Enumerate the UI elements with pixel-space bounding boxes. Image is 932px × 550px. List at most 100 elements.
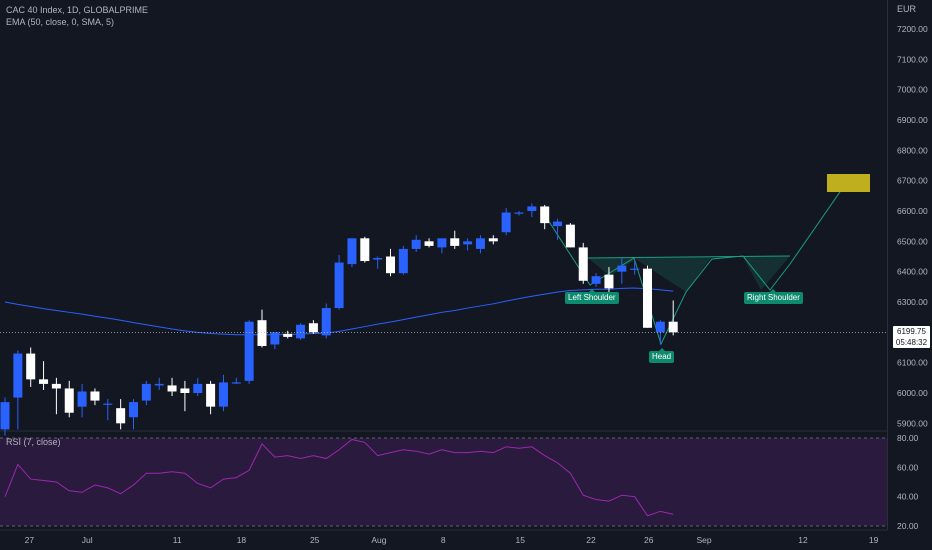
price-tick-label: 6900.00: [897, 115, 928, 125]
candle-body: [514, 212, 524, 214]
candle-body: [308, 323, 318, 333]
candle-body: [386, 256, 395, 274]
rsi-legend[interactable]: RSI (7, close): [6, 437, 61, 447]
currency-label: EUR: [897, 4, 917, 14]
price-tick-label: 6500.00: [897, 236, 928, 246]
right-shoulder-fill: [634, 256, 790, 292]
candle-body: [77, 391, 87, 407]
time-tick-label: Aug: [371, 535, 386, 545]
price-tick-label: 7200.00: [897, 24, 928, 34]
candle-body: [296, 324, 306, 339]
candle-body: [655, 321, 665, 333]
time-tick-label: 8: [441, 535, 446, 545]
candle-body: [360, 238, 370, 262]
candle-body: [154, 383, 164, 386]
candle-body: [283, 333, 293, 337]
candle-body: [90, 391, 100, 401]
rsi-tick-label: 40.00: [897, 492, 919, 502]
head-label[interactable]: Head: [649, 348, 675, 363]
candle-body: [630, 268, 640, 270]
price-tick-label: 5900.00: [897, 418, 928, 428]
price-tick-label: 6700.00: [897, 176, 928, 186]
price-tick-label: 6600.00: [897, 206, 928, 216]
price-tick-label: 7100.00: [897, 54, 928, 64]
price-tick-label: 7000.00: [897, 85, 928, 95]
candle-body: [129, 402, 138, 418]
candle-body: [26, 353, 36, 380]
candle-body: [116, 408, 126, 424]
candle-body: [51, 383, 61, 389]
candle-body: [193, 383, 203, 393]
candle-body: [527, 206, 537, 211]
rsi-line: [4, 438, 674, 517]
time-tick-label: Jul: [82, 535, 93, 545]
candle-body: [424, 241, 434, 246]
symbol-legend[interactable]: CAC 40 Index, 1D, GLOBALPRIME: [6, 5, 149, 15]
candle-body: [463, 241, 473, 245]
candle-body: [167, 385, 177, 392]
candle-body: [270, 332, 280, 345]
candle-body: [347, 238, 357, 265]
time-tick-label: 18: [237, 535, 247, 545]
target-box: [827, 174, 870, 192]
candle-body: [488, 238, 498, 242]
neckline: [587, 255, 791, 259]
price-tick-label: 6300.00: [897, 297, 928, 307]
candle-body: [334, 262, 344, 309]
candle-body: [0, 402, 10, 430]
candle-body: [13, 353, 23, 398]
candle-body: [141, 383, 151, 401]
bar-countdown: 05:48:32: [895, 338, 928, 347]
price-tick-label: 6400.00: [897, 267, 928, 277]
candle-body: [604, 274, 614, 289]
time-tick-label: 27: [25, 535, 35, 545]
candle-body: [668, 321, 678, 333]
candle-body: [103, 403, 113, 405]
candle-body: [244, 321, 254, 381]
current-price-value: 6199.75: [897, 327, 926, 336]
candle-body: [373, 258, 383, 260]
candle-body: [257, 320, 267, 346]
candle-body: [565, 224, 575, 248]
time-tick-label: 12: [798, 535, 808, 545]
ema-line: [4, 287, 674, 336]
time-tick-label: 11: [173, 535, 182, 545]
rsi-tick-label: 60.00: [897, 462, 919, 472]
candle-body: [218, 382, 228, 407]
time-tick-label: Sep: [696, 535, 711, 545]
time-tick-label: 19: [869, 535, 879, 545]
candle-body: [553, 221, 563, 227]
ema-legend[interactable]: EMA (50, close, 0, SMA, 5): [6, 17, 115, 27]
time-tick-label: 22: [586, 535, 596, 545]
candle-body: [321, 308, 331, 336]
current-price-tag: 6199.75 05:48:32: [893, 326, 930, 348]
candle-body: [475, 238, 485, 249]
candle-body: [617, 265, 627, 272]
candle-body: [180, 388, 190, 393]
candle-body: [450, 238, 460, 246]
candle-body: [64, 388, 74, 413]
rsi-band: [0, 438, 887, 526]
candle-body: [540, 206, 550, 224]
head-shoulders-pattern-line: [547, 188, 843, 346]
candle-body: [398, 248, 408, 274]
candle-body: [578, 247, 588, 281]
time-tick-label: 15: [516, 535, 526, 545]
rsi-tick-label: 20.00: [897, 521, 919, 531]
left-shoulder-label[interactable]: Left Shoulder: [565, 289, 619, 304]
candle-body: [206, 383, 216, 407]
candle-body: [39, 379, 49, 384]
candle-body: [411, 239, 421, 249]
candle-body: [591, 276, 601, 284]
price-tick-label: 6000.00: [897, 388, 928, 398]
candle-body: [437, 238, 447, 248]
candle-body: [231, 382, 241, 384]
price-tick-label: 6800.00: [897, 145, 928, 155]
candle-body: [643, 268, 652, 328]
right-shoulder-label[interactable]: Right Shoulder: [744, 289, 803, 304]
time-tick-label: 26: [644, 535, 654, 545]
candle-body: [501, 212, 511, 233]
time-tick-label: 25: [310, 535, 320, 545]
price-tick-label: 6100.00: [897, 358, 928, 368]
